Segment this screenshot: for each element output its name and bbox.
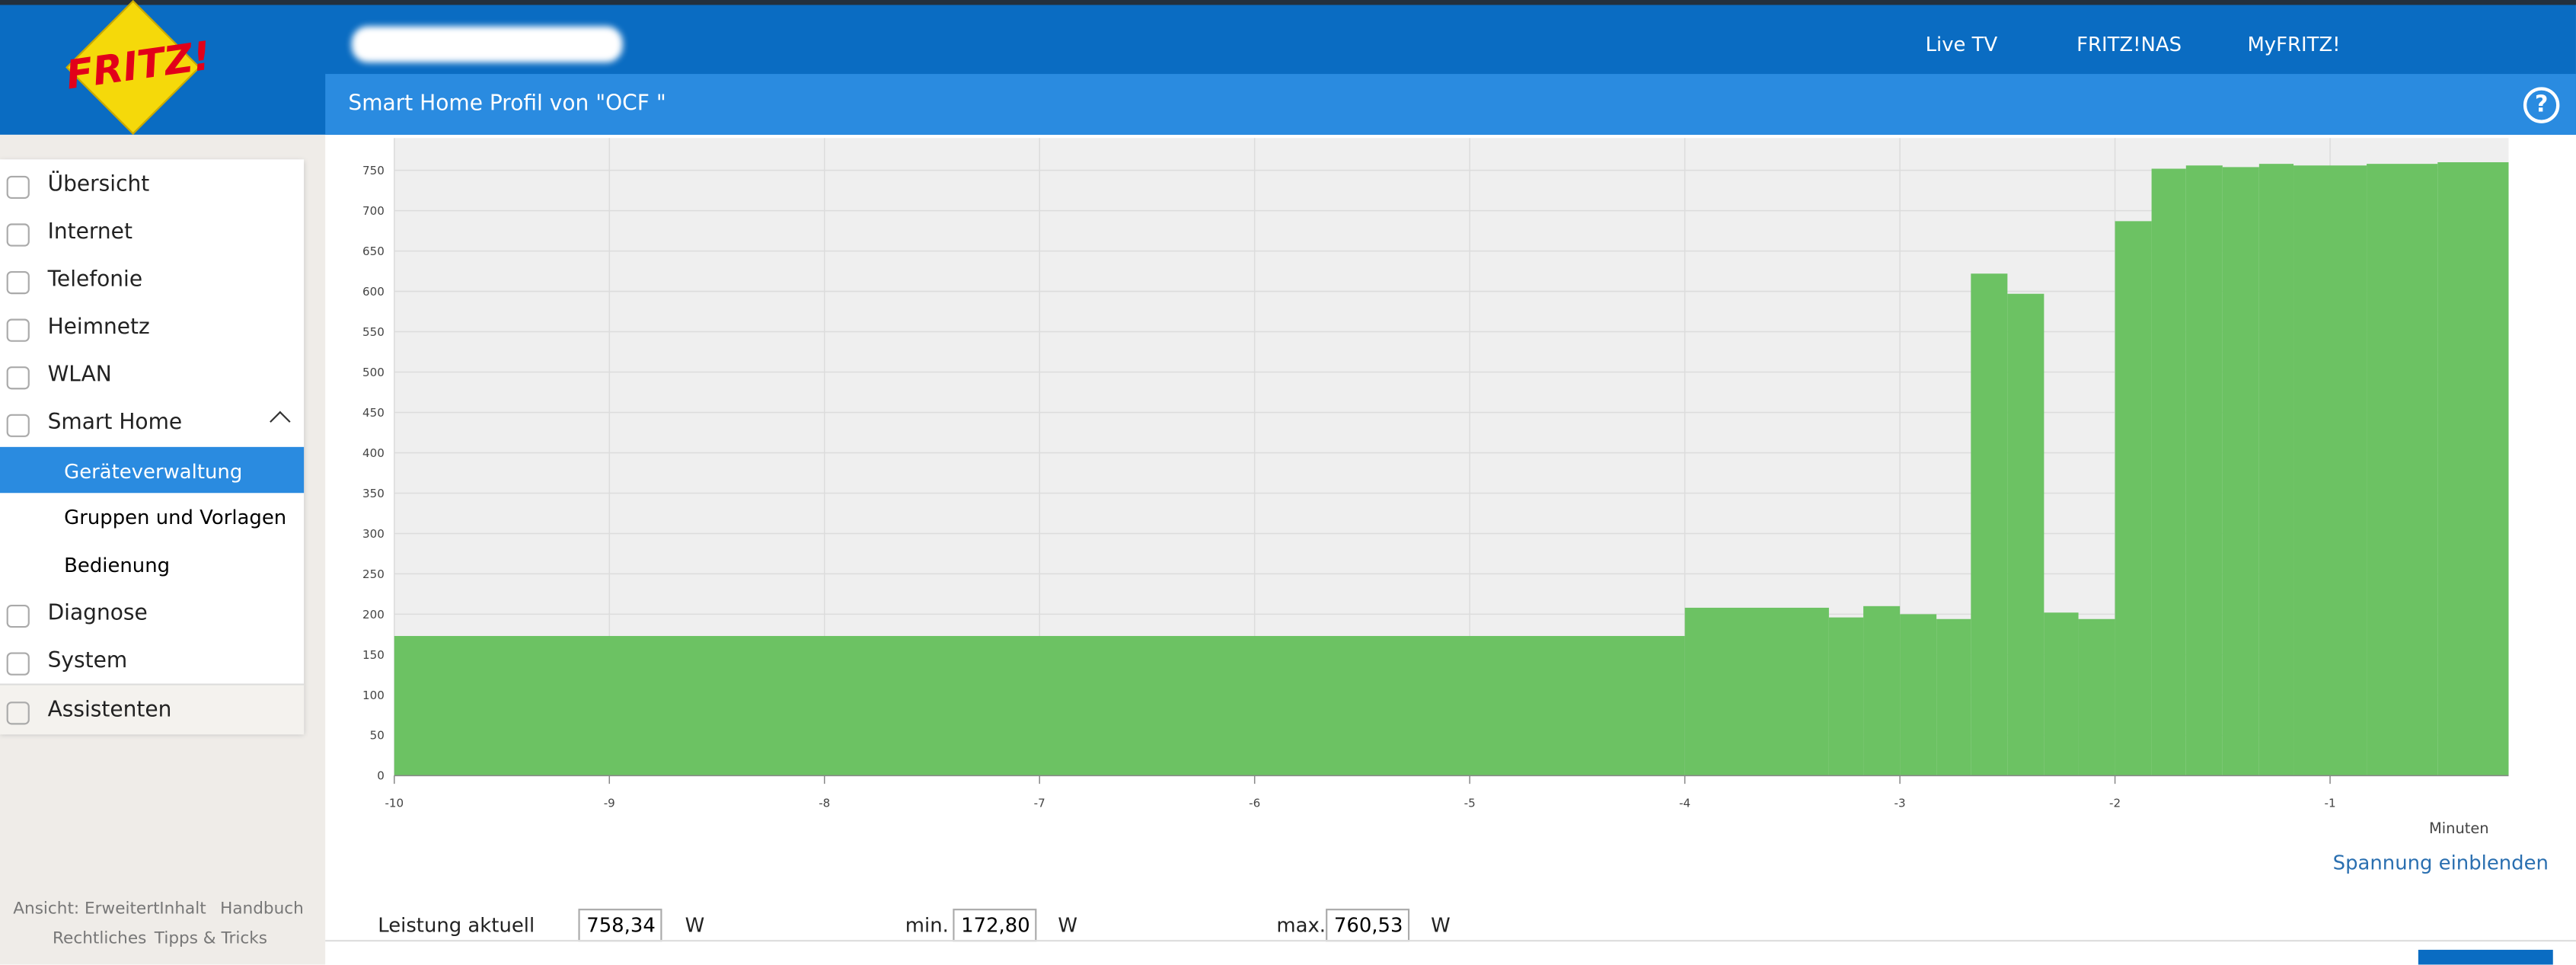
menu-icon [6, 270, 30, 295]
nav-item[interactable]: MyFRITZ! [2247, 33, 2341, 56]
bar [2078, 618, 2115, 776]
reading-unit: W [685, 913, 705, 937]
bar [2222, 167, 2259, 776]
menu-icon [6, 318, 30, 342]
title-bar [325, 74, 2576, 135]
footer-link[interactable]: Ansicht: Erweitert [13, 900, 160, 919]
bar [2294, 165, 2367, 776]
bar [2367, 164, 2438, 776]
footer-link[interactable]: Rechtliches [53, 930, 147, 948]
menu-active [0, 446, 305, 494]
y-tick-label: 450 [362, 406, 385, 420]
bar [2258, 164, 2294, 776]
bar [1971, 273, 2008, 776]
menu-item[interactable]: Internet [47, 220, 132, 245]
y-tick-label: 50 [370, 729, 385, 743]
reading-unit: W [1431, 913, 1451, 937]
bar [1936, 618, 1971, 776]
menu-item[interactable]: Diagnose [47, 601, 148, 627]
x-tick-label: -6 [1249, 796, 1260, 810]
menu-item[interactable]: System [47, 649, 128, 674]
menu-icon [6, 701, 30, 725]
x-tick-label: -5 [1464, 796, 1476, 810]
y-tick-label: 0 [377, 769, 385, 783]
bar [1684, 607, 1829, 776]
menu-icon [6, 414, 30, 437]
bar [2437, 162, 2509, 776]
y-tick-label: 150 [362, 648, 385, 662]
y-tick-label: 250 [362, 567, 385, 581]
y-tick-label: 500 [362, 366, 385, 379]
bar [2115, 221, 2152, 776]
menu-item[interactable]: Telefonie [47, 267, 143, 293]
menu-item[interactable]: Assistenten [47, 698, 172, 724]
menu-icon [6, 223, 30, 247]
x-axis-label: Minuten [2429, 820, 2489, 837]
x-tick-label: -7 [1034, 796, 1045, 810]
reading-value: 758,34 [578, 909, 662, 942]
bar [2007, 293, 2045, 776]
y-tick-label: 300 [362, 527, 385, 541]
y-tick-label: 750 [362, 164, 385, 177]
reading-label: min. [905, 913, 949, 937]
x-tick-label: -8 [819, 796, 830, 810]
reading-label: max. [1276, 913, 1326, 937]
nav-item[interactable]: FRITZ!NAS [2076, 33, 2182, 56]
bar [2044, 612, 2079, 776]
divider [325, 940, 2576, 942]
voltage-link[interactable]: Spannung einblenden [2332, 851, 2549, 874]
menu-item[interactable]: Gruppen und Vorlagen [64, 506, 287, 529]
bar [2151, 168, 2186, 776]
menu-item[interactable]: Übersicht [47, 172, 150, 197]
footer-link[interactable]: Handbuch [220, 900, 304, 919]
reading-unit: W [1058, 913, 1078, 937]
y-tick-label: 350 [362, 487, 385, 500]
menu-item[interactable]: WLAN [47, 363, 112, 388]
menu-assist [0, 683, 305, 735]
bar [1828, 617, 1864, 776]
menu-icon [6, 175, 30, 200]
y-tick-label: 650 [362, 244, 385, 258]
y-tick-label: 700 [362, 204, 385, 218]
menu-icon [6, 604, 30, 628]
y-tick-label: 600 [362, 285, 385, 299]
y-tick-label: 200 [362, 608, 385, 621]
menu-item[interactable]: Geräteverwaltung [64, 460, 243, 484]
x-tick-label: -10 [385, 796, 404, 810]
menu-item[interactable]: Heimnetz [47, 315, 150, 340]
footer-link[interactable]: Tipps & Tricks [154, 930, 267, 948]
menu-item[interactable]: Smart Home [47, 411, 183, 436]
menu-icon [6, 366, 30, 390]
y-tick-label: 550 [362, 325, 385, 339]
top-strip [0, 0, 2576, 5]
x-tick-label: -4 [1679, 796, 1690, 810]
bar [394, 636, 1685, 776]
bar [2185, 165, 2223, 776]
menu-icon [6, 652, 30, 676]
bar [1863, 606, 1901, 776]
x-tick-label: -9 [604, 796, 615, 810]
reading-value: 172,80 [953, 909, 1037, 942]
reading-label: Leistung aktuell [378, 913, 535, 937]
y-tick-label: 400 [362, 446, 385, 460]
y-tick-label: 100 [362, 689, 385, 702]
bar [1900, 614, 1937, 776]
x-tick-label: -3 [1894, 796, 1906, 810]
menu-panel [0, 159, 305, 733]
nav-item[interactable]: Live TV [1925, 33, 1998, 56]
reading-value: 760,53 [1326, 909, 1410, 942]
x-tick-label: -2 [2109, 796, 2121, 810]
menu-item[interactable]: Bedienung [64, 554, 171, 577]
page-title: Smart Home Profil von "OCF " [348, 91, 666, 117]
button[interactable] [2418, 950, 2553, 965]
footer-link[interactable]: Inhalt [159, 900, 206, 919]
chart: 0 50 100 150 200 250 300 350 400 450 500 550 600 650 7… [362, 138, 2509, 837]
redacted [351, 26, 623, 62]
x-tick-label: -1 [2325, 796, 2336, 810]
help-button[interactable]: ? [2523, 87, 2560, 123]
